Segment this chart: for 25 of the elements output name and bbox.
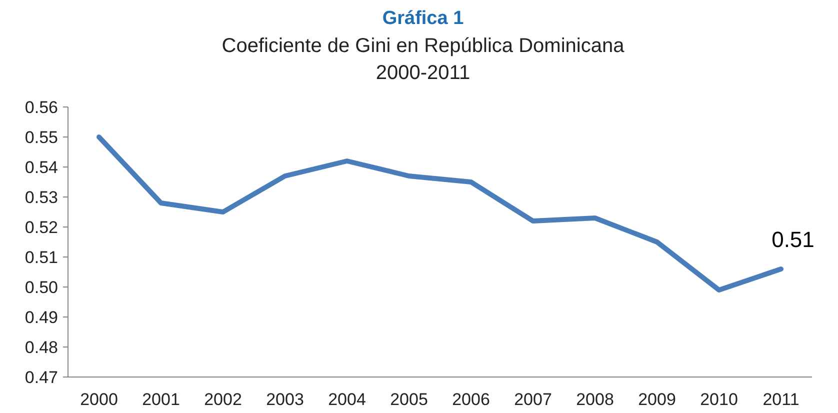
y-tick-label: 0.49 <box>24 308 58 327</box>
chart-subtitle: Coeficiente de Gini en República Dominicana 2000-2011 <box>222 35 626 84</box>
x-tick-label: 2002 <box>204 390 242 409</box>
y-tick-label: 0.54 <box>24 158 58 177</box>
y-tick-label: 0.51 <box>24 248 58 267</box>
x-tick-label: 2006 <box>452 390 490 409</box>
y-tick-label: 0.50 <box>24 278 58 297</box>
y-tick-label: 0.53 <box>24 188 58 207</box>
x-tick-label: 2000 <box>80 390 118 409</box>
x-tick-label: 2003 <box>266 390 304 409</box>
x-tick-label: 2007 <box>514 390 552 409</box>
y-tick-label: 0.47 <box>24 368 58 387</box>
x-tick-label: 2005 <box>390 390 428 409</box>
y-tick-label: 0.48 <box>24 338 58 357</box>
x-tick-label: 2004 <box>328 390 366 409</box>
y-tick-label: 0.55 <box>24 128 58 147</box>
annotation: 0.51 <box>772 227 814 252</box>
x-tick-label: 2001 <box>142 390 180 409</box>
x-tick-label: 2010 <box>700 390 738 409</box>
chart-title: Gráfica 1 <box>382 8 464 29</box>
x-tick-label: 2011 <box>762 390 800 409</box>
y-tick-label: 0.52 <box>24 218 58 237</box>
y-tick-label: 0.56 <box>24 98 58 117</box>
x-tick-label: 2008 <box>576 390 614 409</box>
x-tick-label: 2009 <box>638 390 676 409</box>
